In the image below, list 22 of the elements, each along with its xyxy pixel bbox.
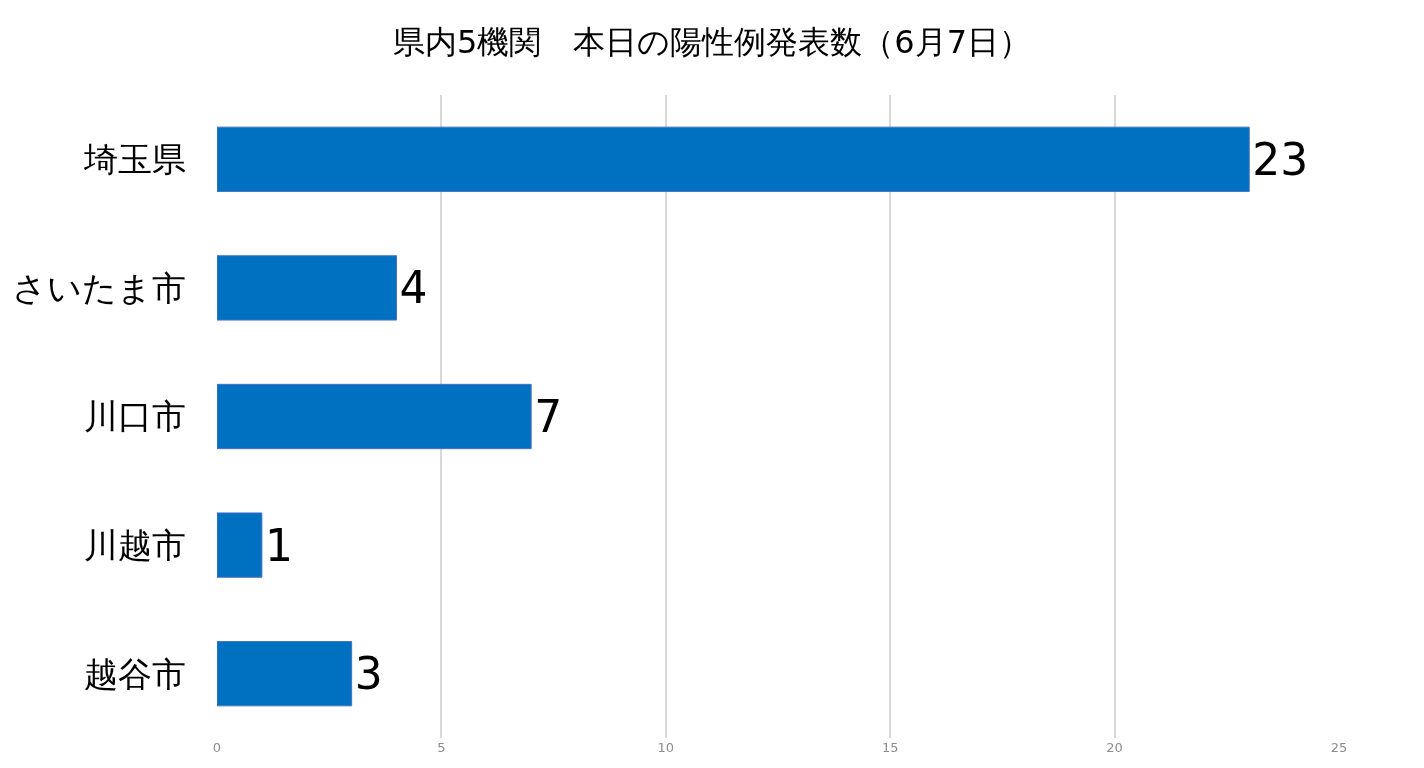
y-tick-label: さいたま市: [12, 267, 186, 308]
data-label: 7: [534, 391, 563, 442]
bar: [217, 383, 532, 450]
chart-title: 県内5機関 本日の陽性例発表数（6月7日）: [392, 23, 1032, 62]
data-label: 1: [264, 519, 293, 571]
y-tick-label: 川口市: [84, 396, 186, 437]
y-tick-label: 埼玉県: [83, 139, 186, 180]
data-label: 4: [399, 262, 428, 314]
data-label: 23: [1252, 133, 1309, 185]
x-tick-label: 25: [1330, 740, 1348, 755]
y-tick-label: 越谷市: [84, 653, 186, 694]
x-tick-label: 10: [657, 740, 675, 755]
x-tick-label: 5: [437, 740, 446, 755]
bar: [217, 512, 263, 578]
bar: [217, 641, 353, 707]
data-label: 3: [354, 648, 383, 700]
x-tick-label: 0: [212, 740, 222, 755]
x-tick-label: 15: [881, 740, 899, 755]
bar: [217, 255, 398, 321]
y-tick-label: 川越市: [84, 525, 186, 565]
bar: [217, 126, 1250, 192]
x-tick-label: 20: [1106, 740, 1123, 755]
